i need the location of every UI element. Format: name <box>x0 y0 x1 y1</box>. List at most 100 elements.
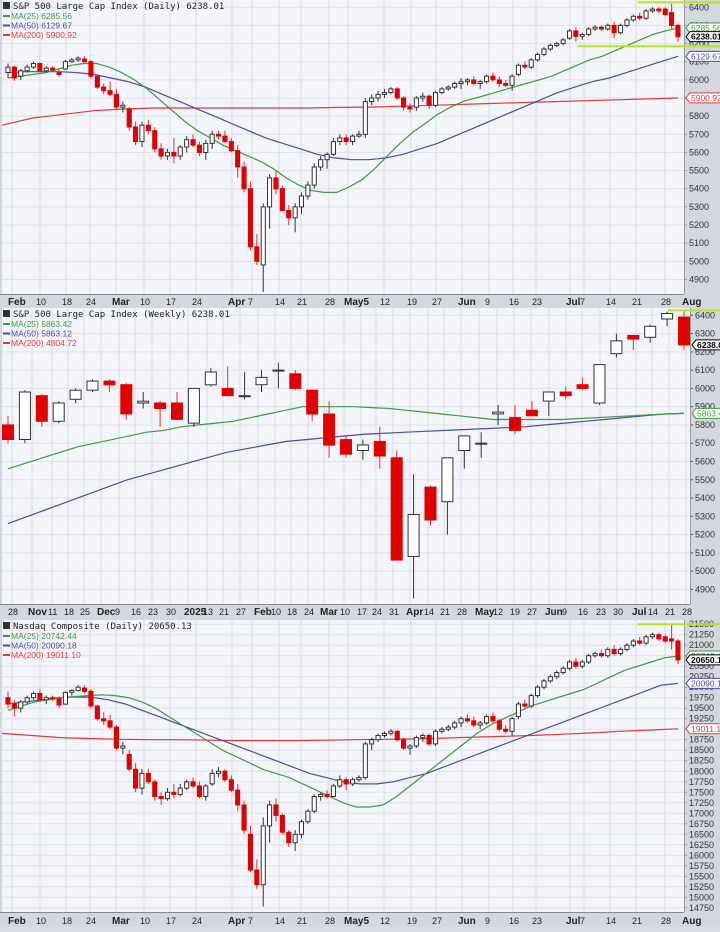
chart-title: S&P 500 Large Cap Index (Daily) 6238.01 <box>13 2 224 12</box>
candle <box>637 15 643 19</box>
candle <box>464 718 470 722</box>
candle <box>171 791 177 795</box>
x-tick-label: Jun <box>545 607 563 618</box>
candle <box>535 686 541 697</box>
x-tick-label: 21 <box>632 297 642 307</box>
y-tick-label: 15250 <box>689 882 714 892</box>
x-tick-label: 18 <box>287 607 297 617</box>
candle <box>541 680 547 688</box>
x-tick-label: 10 <box>36 297 46 307</box>
value-tag: 19011.10 <box>691 724 720 734</box>
x-tick-label: 23 <box>532 916 542 926</box>
x-tick-label: 30 <box>166 607 176 617</box>
candle <box>390 457 403 561</box>
candle <box>171 402 183 420</box>
candle <box>509 75 515 86</box>
chart-title: S&P 500 Large Cap Index (Weekly) 6238.01 <box>13 310 230 320</box>
candle <box>413 737 419 747</box>
candle <box>289 373 302 389</box>
candle <box>203 142 209 153</box>
x-tick-label: 31 <box>389 607 399 617</box>
candle <box>247 833 253 871</box>
ma50-line <box>7 412 685 525</box>
value-tags: 6238.01 5863.42 <box>691 339 720 419</box>
y-tick-label: 5200 <box>695 530 715 540</box>
nasdaq-daily-chart[interactable]: 2150021250210002075020500202502000019750… <box>0 618 720 927</box>
y-tick-label: 6300 <box>695 329 715 339</box>
y-tick-label: 16250 <box>689 840 714 850</box>
candle <box>222 770 228 781</box>
y-tick-label: 5700 <box>689 129 709 139</box>
y-tick-label: 6000 <box>695 383 715 393</box>
y-tick-label: 5300 <box>689 202 709 212</box>
candle <box>381 92 387 95</box>
x-tick-label: Mar <box>112 916 130 927</box>
nasdaq-daily-panel: 2150021250210002075020500202502000019750… <box>0 618 720 927</box>
candle <box>24 66 30 72</box>
candle <box>139 772 145 789</box>
spx-weekly-chart[interactable]: 6400 6300 6200 6100 6000 5900 5800 5700 5600 5500… <box>0 308 720 618</box>
candle <box>235 150 241 168</box>
candle <box>184 139 190 148</box>
ma25-line <box>7 27 679 193</box>
candle <box>43 67 49 72</box>
candle <box>509 417 521 431</box>
candle <box>267 177 273 208</box>
y-tick-label: 19250 <box>689 714 714 724</box>
candle <box>330 785 336 797</box>
candle <box>522 64 528 68</box>
x-tick-label: 28 <box>457 607 467 617</box>
candle <box>241 804 247 831</box>
candle <box>318 793 324 797</box>
value-tag: 6129.67 <box>691 51 720 61</box>
candle <box>120 104 126 108</box>
x-tick-label: Feb <box>8 297 26 308</box>
candle <box>445 86 451 90</box>
x-tick-label: 16 <box>509 916 519 926</box>
x-tick-label: 14 <box>275 916 285 926</box>
candle <box>567 30 573 39</box>
candle <box>43 697 49 701</box>
value-tag: 20090.18 <box>691 678 720 688</box>
x-tick-label: 17 <box>166 916 176 926</box>
value-tag: 6238.01 <box>697 340 720 350</box>
candle <box>471 720 477 726</box>
candle <box>542 391 555 402</box>
candle <box>420 95 426 99</box>
x-tick-label: Aug <box>682 297 701 308</box>
candle <box>209 133 215 144</box>
x-tick-label: 12 <box>380 916 390 926</box>
candle <box>528 59 534 68</box>
candle <box>515 703 522 718</box>
x-tick-label: Apr <box>406 607 423 618</box>
x-tick-label: 23 <box>532 297 542 307</box>
candle <box>126 108 132 128</box>
candle <box>254 869 260 886</box>
candle <box>605 24 611 30</box>
candle <box>439 88 445 94</box>
candle <box>484 75 490 83</box>
spx-daily-chart[interactable]: 6400630062006100600059005800570056005500… <box>0 0 720 308</box>
candle <box>525 409 538 417</box>
x-tick-label: 19 <box>407 297 417 307</box>
legend-item: MA(25) 6285.56 <box>11 11 72 21</box>
candle <box>324 153 330 161</box>
candle <box>637 640 643 644</box>
y-tick-label: 5000 <box>695 566 715 576</box>
candle <box>177 146 183 157</box>
x-tick-label: 14 <box>648 607 658 617</box>
candle <box>254 246 260 262</box>
candle <box>630 640 636 646</box>
candles <box>2 311 690 599</box>
value-tag: 20650.13 <box>691 655 720 665</box>
candle <box>37 63 43 72</box>
candle <box>267 804 273 827</box>
y-tick-label: 4900 <box>689 274 709 284</box>
candle <box>643 10 649 19</box>
candle <box>394 88 400 99</box>
candle <box>611 648 617 655</box>
y-tick-label: 14750 <box>689 903 714 913</box>
candle <box>496 79 502 85</box>
y-tick-label: 16750 <box>689 819 714 829</box>
y-tick-label: 6000 <box>689 75 709 85</box>
